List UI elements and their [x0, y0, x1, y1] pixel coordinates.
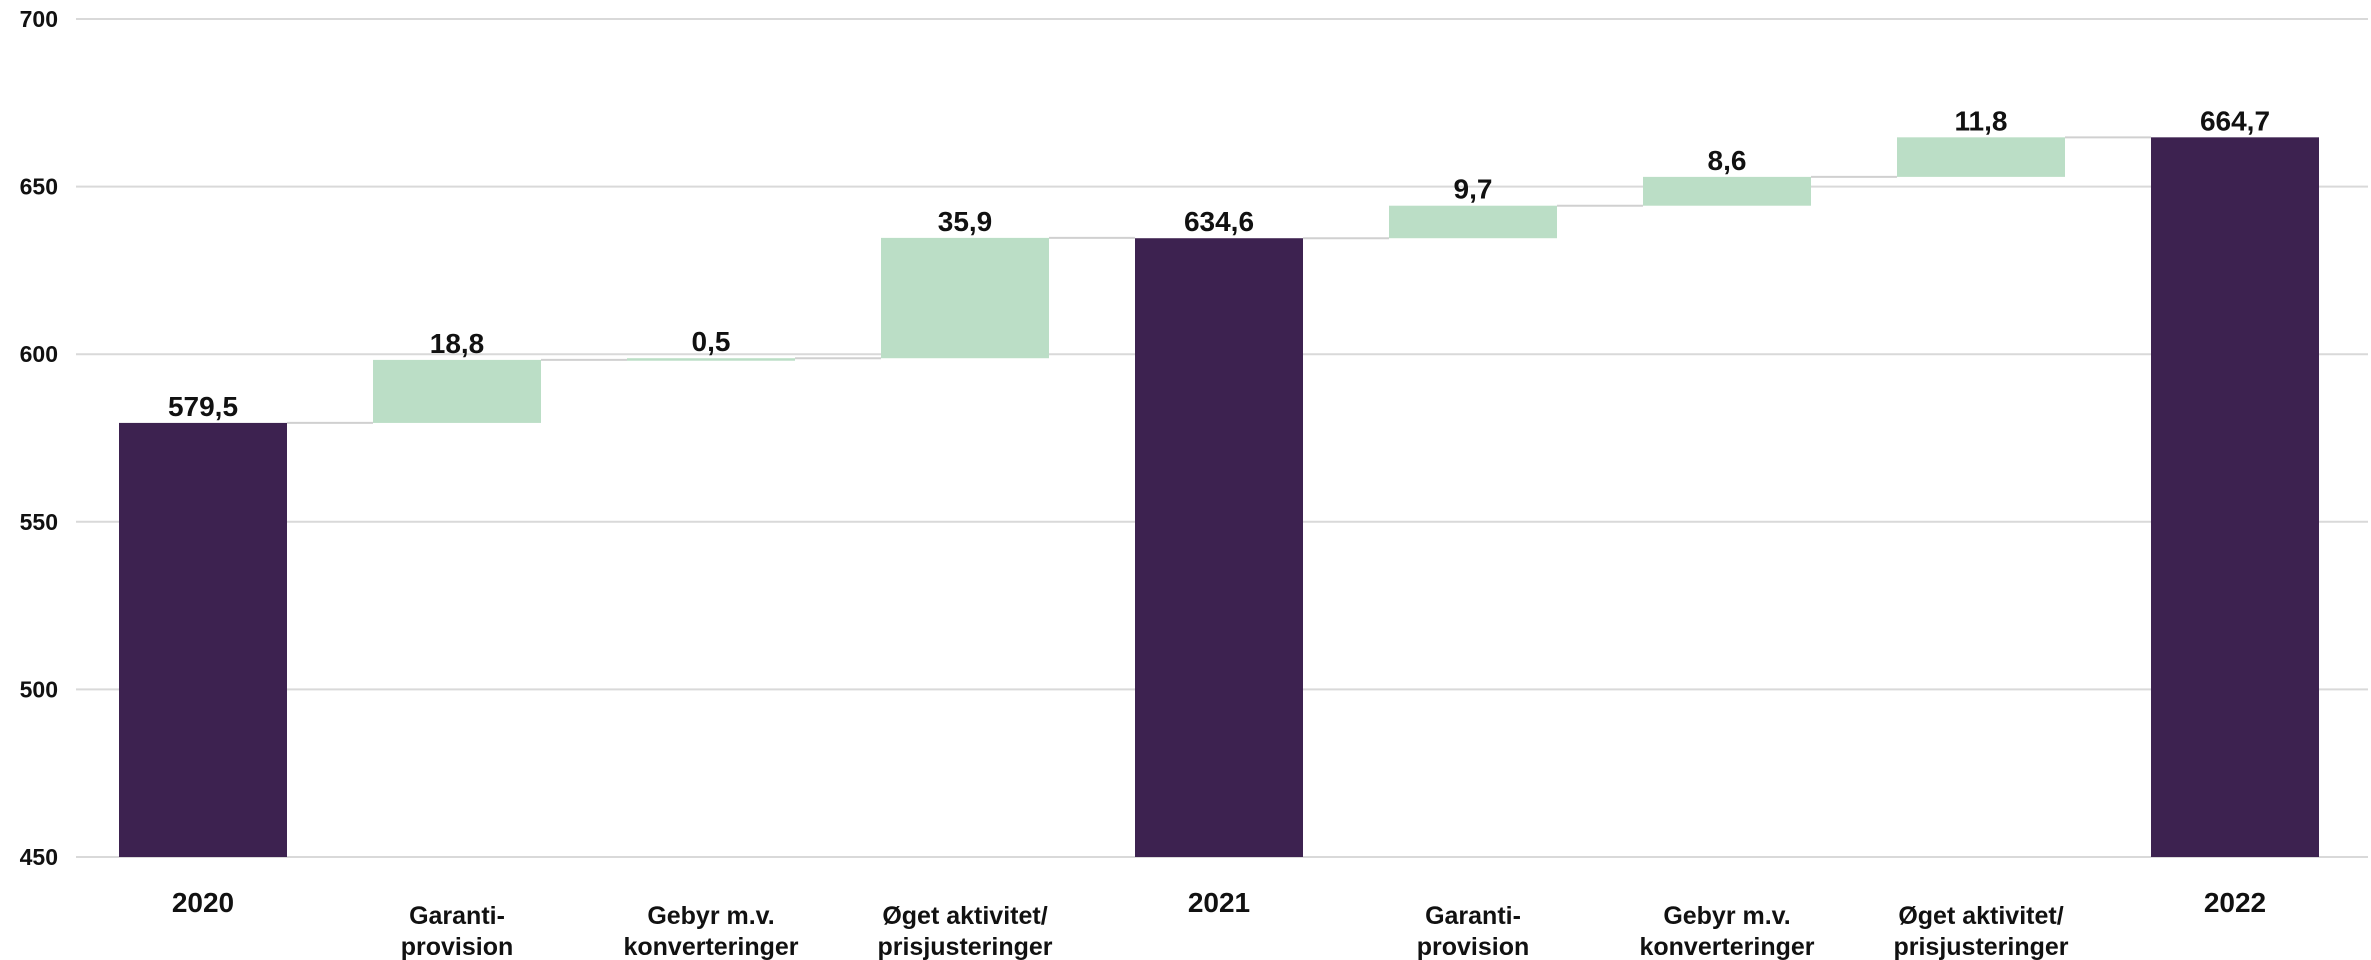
data-labels: 579,5 18,8 0,5 35,9 634,6 9,7 8,6 11,8 664,7	[168, 105, 2270, 422]
category-label-line: prisjusteringer	[877, 933, 1052, 960]
data-label: 9,7	[1454, 174, 1493, 205]
category-label: Gebyr m.v. konverteringer	[623, 902, 798, 960]
category-label: Gebyr m.v. konverteringer	[1639, 902, 1814, 960]
category-label: Garanti-provision	[401, 902, 514, 960]
total-bar	[2151, 137, 2319, 857]
data-label: 664,7	[2200, 105, 2270, 136]
increase-bar	[627, 358, 795, 361]
data-label: 35,9	[938, 206, 993, 237]
category-label-line: Gebyr m.v.	[1663, 902, 1790, 930]
y-tick-label-700: 700	[20, 6, 58, 32]
y-tick-label-500: 500	[20, 676, 58, 702]
data-label: 579,5	[168, 391, 238, 422]
data-label: 634,6	[1184, 206, 1254, 237]
y-tick-label-650: 650	[20, 174, 58, 200]
category-label: Øget aktivitet/prisjusteringer	[877, 902, 1052, 960]
bars	[119, 137, 2319, 857]
category-label: Øget aktivitet/prisjusteringer	[1893, 902, 2068, 960]
category-label-line: konverteringer	[623, 933, 798, 960]
category-label-line: konverteringer	[1639, 933, 1814, 960]
category-label: 2021	[1188, 887, 1250, 918]
y-axis-tick-labels: 450 500 550 600 650 700	[20, 6, 58, 870]
y-tick-label-550: 550	[20, 509, 58, 535]
total-bar	[119, 422, 287, 857]
data-label: 18,8	[430, 328, 485, 359]
total-bar	[1135, 238, 1303, 857]
increase-bar	[373, 359, 541, 423]
increase-bar	[1897, 137, 2065, 177]
category-label: 2020	[172, 887, 234, 918]
category-label-line: provision	[401, 933, 514, 960]
category-label-line: Garanti-	[409, 902, 505, 930]
connector-lines	[287, 136, 2151, 424]
category-label-line: provision	[1417, 933, 1530, 960]
data-label: 0,5	[692, 326, 731, 357]
y-tick-label-450: 450	[20, 844, 58, 870]
category-label-line: Garanti-	[1425, 902, 1521, 930]
y-tick-label-600: 600	[20, 341, 58, 367]
category-label: Garanti-provision	[1417, 902, 1530, 960]
data-label: 8,6	[1708, 145, 1747, 176]
category-label-line: Øget aktivitet/	[1898, 902, 2063, 930]
increase-bar	[1643, 176, 1811, 206]
category-label-line: Gebyr m.v.	[647, 902, 774, 930]
data-label: 11,8	[1955, 105, 2008, 136]
category-label: 2022	[2204, 887, 2266, 918]
x-axis-category-labels: 2020 Garanti-provision Gebyr m.v. konverter…	[172, 887, 2266, 960]
category-label-line: prisjusteringer	[1893, 933, 2068, 960]
increase-bar	[1389, 205, 1557, 239]
category-label-line: Øget aktivitet/	[882, 902, 1047, 930]
increase-bar	[881, 237, 1049, 359]
